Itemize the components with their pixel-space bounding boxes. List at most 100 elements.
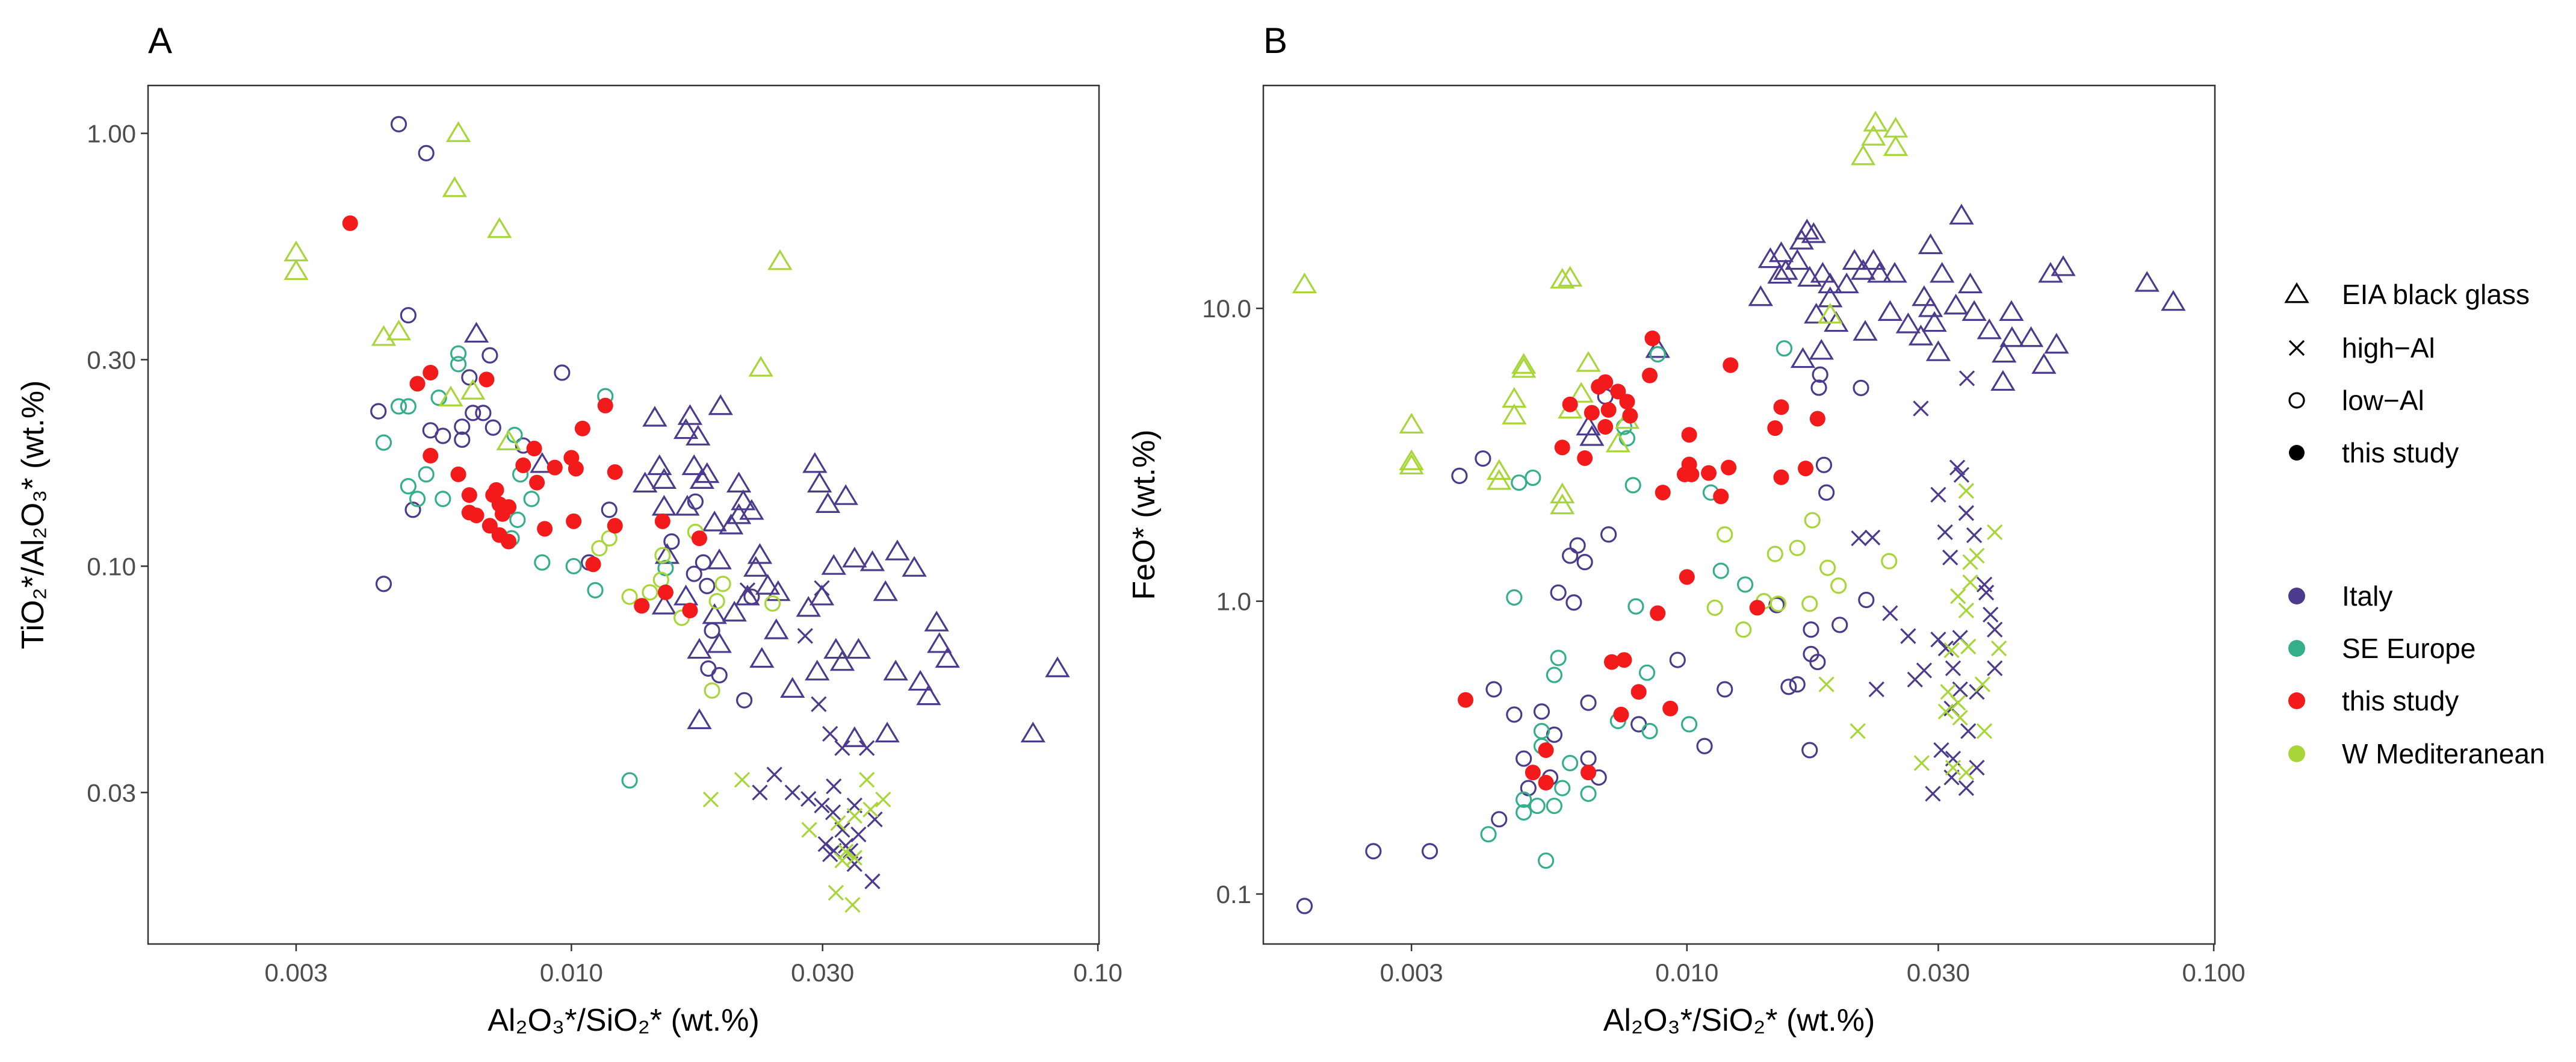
data-point-italy-circle [1600, 526, 1617, 543]
data-point-italy-circle [1475, 450, 1491, 467]
data-point-w-mediteranean-triangle [445, 121, 471, 142]
data-point-italy-circle [711, 666, 728, 684]
x-axis-title: Al₂O₃*/SiO₂* (wt.%) [488, 1003, 760, 1038]
data-point-this-study-dot [1701, 465, 1717, 481]
data-point-this-study-dot [515, 457, 531, 473]
data-point-this-study-dot [1581, 765, 1597, 781]
data-point-italy-triangle [902, 556, 927, 577]
data-point-this-study-dot [1603, 654, 1620, 670]
data-point-italy-cross [826, 778, 842, 795]
data-point-se-europe-circle [1641, 722, 1658, 740]
data-point-italy-triangle [875, 721, 900, 743]
data-point-italy-triangle [1768, 241, 1794, 262]
legend-label: Italy [2342, 580, 2392, 612]
data-point-w-mediteranean-triangle [460, 379, 486, 400]
data-point-italy-triangle [1918, 233, 1943, 255]
data-point-italy-cross [814, 580, 830, 596]
data-point-italy-triangle [873, 580, 898, 601]
data-point-italy-cross [825, 804, 841, 821]
data-point-italy-circle [1421, 843, 1438, 860]
data-point-w-mediteranean-cross [801, 822, 817, 838]
data-point-italy-circle [554, 364, 571, 381]
data-point-se-europe-circle [400, 398, 416, 415]
data-point-this-study-dot [607, 464, 623, 480]
data-point-italy-cross [1907, 671, 1923, 688]
data-point-se-europe-circle [1638, 664, 1656, 681]
data-point-w-mediteranean-cross [828, 884, 844, 901]
data-point-se-europe-circle [523, 491, 540, 508]
data-point-italy-circle [375, 576, 392, 592]
data-point-italy-triangle [677, 404, 703, 425]
data-point-italy-circle [1580, 750, 1597, 767]
data-point-italy-triangle [823, 638, 849, 659]
data-point-italy-triangle [1895, 312, 1921, 334]
x-tick-label: 0.003 [1380, 958, 1443, 987]
data-point-italy-circle [1815, 456, 1833, 473]
data-point-this-study-dot [657, 584, 673, 600]
data-point-w-mediteranean-triangle [1863, 111, 1888, 132]
data-point-italy-triangle [796, 596, 821, 617]
data-point-italy-triangle [689, 468, 714, 489]
data-point-italy-cross [859, 740, 875, 756]
data-point-w-mediteranean-triangle [1550, 482, 1575, 504]
data-point-w-mediteranean-triangle [283, 259, 309, 281]
data-point-this-study-dot [1619, 394, 1635, 410]
data-point-this-study-dot [1650, 605, 1666, 621]
data-point-this-study-dot [537, 521, 553, 537]
data-point-italy-triangle [1785, 249, 1810, 270]
data-point-italy-cross [1942, 549, 1958, 566]
data-point-italy-circle [1533, 703, 1550, 720]
color-swatch-icon [2288, 692, 2305, 709]
data-point-italy-triangle [463, 321, 489, 343]
x-tick-label: 0.003 [264, 958, 327, 987]
data-point-this-study-dot [1562, 396, 1578, 412]
data-point-italy-circle [704, 622, 720, 639]
panel-letter: A [148, 20, 172, 61]
data-point-italy-circle [461, 369, 478, 386]
data-point-this-study-dot [691, 530, 707, 547]
data-point-se-europe-circle [1681, 716, 1698, 733]
data-point-this-study-dot [574, 420, 590, 436]
data-point-se-europe-circle [430, 390, 447, 406]
data-point-se-europe-circle [534, 554, 551, 571]
data-point-italy-triangle [722, 600, 747, 622]
legend-item-color: W Mediteranean [2288, 738, 2545, 769]
data-point-italy-triangle [885, 539, 910, 560]
data-point-italy-triangle [642, 406, 667, 427]
data-point-italy-triangle [815, 492, 841, 513]
data-point-w-mediteranean-triangle [438, 385, 463, 407]
data-point-italy-cross [817, 836, 834, 852]
panel-letter: B [1263, 20, 1287, 61]
data-point-italy-cross [1864, 529, 1881, 545]
data-point-italy-triangle [842, 547, 867, 568]
data-point-italy-triangle [807, 471, 832, 492]
legend-item-color: Italy [2288, 580, 2392, 612]
legend-item-color: SE Europe [2288, 633, 2475, 664]
data-point-italy-cross [1987, 621, 2003, 638]
data-point-italy-circle [687, 493, 704, 510]
data-point-italy-circle [743, 588, 760, 605]
data-point-italy-triangle [1818, 272, 1843, 294]
data-point-italy-triangle [1797, 266, 1822, 287]
data-point-italy-triangle [1773, 259, 1798, 280]
data-point-se-europe-circle [1624, 477, 1641, 494]
dot-icon [2289, 445, 2305, 461]
data-point-this-study-dot [529, 474, 545, 491]
data-point-italy-triangle [1999, 326, 2025, 347]
data-point-this-study-dot [409, 376, 426, 392]
data-point-italy-circle [700, 660, 717, 677]
data-point-italy-cross [1851, 530, 1867, 547]
data-point-w-mediteranean-triangle [1861, 125, 1886, 146]
data-point-this-study-dot [546, 459, 563, 476]
data-point-w-mediteranean-cross [844, 896, 861, 913]
cross-icon [2288, 340, 2305, 356]
data-point-italy-triangle [1943, 293, 1969, 315]
data-point-italy-circle [454, 431, 471, 448]
data-point-italy-triangle [726, 503, 752, 524]
data-point-italy-circle [418, 144, 435, 162]
data-point-italy-cross [739, 582, 756, 598]
data-point-italy-triangle [924, 610, 949, 632]
data-point-italy-circle [1569, 537, 1586, 554]
data-point-italy-circle [1580, 694, 1597, 711]
data-point-w-mediteranean-cross [734, 772, 751, 788]
